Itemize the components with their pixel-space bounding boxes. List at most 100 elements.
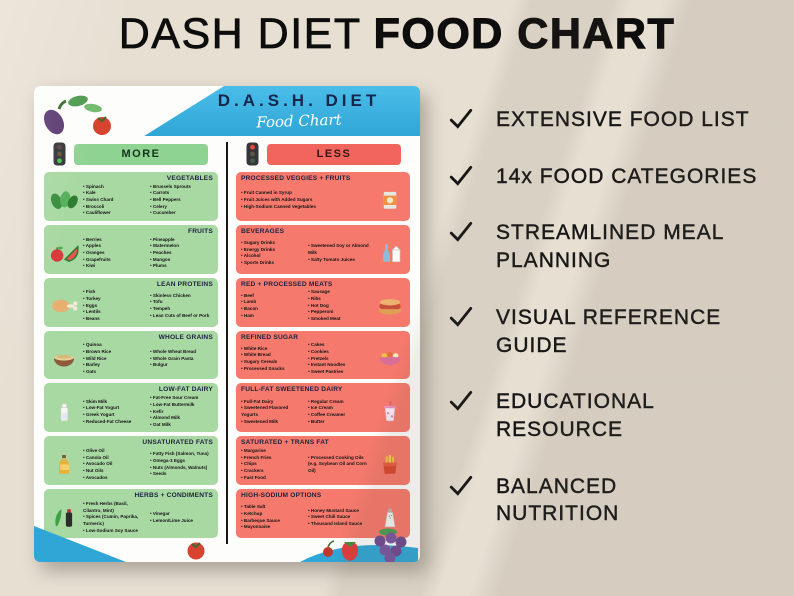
food-item: Wild Rice xyxy=(83,356,146,363)
category-title: LOW-FAT DAIRY xyxy=(158,386,213,394)
food-item: Eggs xyxy=(83,303,146,310)
food-item: Brown Rice xyxy=(83,349,146,356)
food-item: Avocado Oil xyxy=(83,461,146,468)
food-item: Ice Cream xyxy=(308,405,371,412)
food-list: Table SaltKetchupBarbeque SauceMayonnais… xyxy=(241,504,304,531)
food-item: Brussels Sprouts xyxy=(150,184,213,191)
food-item: Mayonnaise xyxy=(241,524,304,531)
category-title: HERBS + CONDIMENTS xyxy=(134,492,213,500)
category-card-vegetables: VEGETABLES SpinachKaleSwiss ChardBroccoli… xyxy=(44,172,218,221)
food-item: Berries xyxy=(83,237,146,244)
category-title: RED + PROCESSED MEATS xyxy=(241,280,333,288)
feature-label: STREAMLINED MEAL PLANNING xyxy=(496,221,725,273)
food-item: Whole Grain Pasta xyxy=(150,356,213,363)
food-item: Ribs xyxy=(308,296,371,303)
food-item: Processed Snacks xyxy=(241,366,304,373)
food-item: Plums xyxy=(150,263,213,270)
category-body: Full-Fat DairySweetened Flavored Yogurts… xyxy=(241,393,405,430)
food-item: Tofu xyxy=(150,299,213,306)
food-item: Skim Milk xyxy=(83,399,146,406)
food-list: Sweetened Soy or Almond MilkSalty Tomato… xyxy=(308,243,371,263)
less-header-group: LESS xyxy=(227,141,420,167)
food-item: Whole Wheat Bread xyxy=(150,349,213,356)
grains-icon xyxy=(49,347,79,371)
category-card-saturated-trans-fat: SATURATED + TRANS FATMargarineFrench Fri… xyxy=(236,436,410,486)
food-item: Energy Drinks xyxy=(241,247,304,254)
category-body: Olive OilCanola OilAvocado OilNut OilsAv… xyxy=(49,446,213,483)
food-item: Kefir xyxy=(150,409,213,416)
category-title: UNSATURATED FATS xyxy=(142,439,213,447)
fries-icon xyxy=(375,453,405,477)
fruits-icon xyxy=(49,241,79,265)
feature-label: EXTENSIVE FOOD LIST xyxy=(496,108,750,131)
food-item: Sugary Drinks xyxy=(241,240,304,247)
food-item: Regular Cream xyxy=(308,399,371,406)
food-item: Oat Milk xyxy=(150,422,213,429)
food-list: Fresh Herbs (Basil, Cilantro, Mint)Spice… xyxy=(83,501,146,534)
food-item: Low-Fat Buttermilk xyxy=(150,402,213,409)
category-body: SpinachKaleSwiss ChardBroccoliCauliflowe… xyxy=(49,182,213,219)
poultry-icon xyxy=(49,294,79,318)
food-item: Bulgur xyxy=(150,362,213,369)
food-item: Lemon/Lime Juice xyxy=(150,518,213,525)
category-title: HIGH-SODIUM OPTIONS xyxy=(241,492,322,500)
food-item: Tempeh xyxy=(150,306,213,313)
feature-item-educational: EDUCATIONAL RESOURCE xyxy=(448,388,783,443)
food-list: Fatty Fish (Salmon, Tuna)Omega-3 EggsNut… xyxy=(150,451,213,478)
food-item: Cauliflower xyxy=(83,210,146,217)
tomato-decoration-icon xyxy=(187,542,205,560)
category-body: Fresh Herbs (Basil, Cilantro, Mint)Spice… xyxy=(49,499,213,536)
food-list: Full-Fat DairySweetened Flavored Yogurts… xyxy=(241,399,304,426)
category-body: BerriesApplesOrangesGrapefruitsKiwiPinea… xyxy=(49,235,213,272)
milk-icon xyxy=(49,400,79,424)
food-list: FishTurkeyEggsLentilsBeans xyxy=(83,289,146,322)
food-item: Kiwi xyxy=(83,263,146,270)
food-item: Spinach xyxy=(83,184,146,191)
category-title: LEAN PROTEINS xyxy=(156,280,213,288)
dash-diet-poster: D.A.S.H. DIET Food Chart MORE xyxy=(34,86,420,562)
column-divider xyxy=(226,142,228,544)
category-card-unsaturated-fats: UNSATURATED FATSOlive OilCanola OilAvoca… xyxy=(44,436,218,486)
food-list: Fruit Canned in SyrupFruit Juices with A… xyxy=(241,190,371,210)
sweet-dairy-icon xyxy=(375,400,405,424)
food-item: Avocados xyxy=(83,475,146,482)
feature-item-visual-reference: VISUAL REFERENCE GUIDE xyxy=(448,304,783,359)
category-body: QuinoaBrown RiceWild RiceBarleyOatsWhole… xyxy=(49,341,213,378)
feature-item-balanced: BALANCED NUTRITION xyxy=(448,473,783,528)
food-list: Sugary DrinksEnergy DrinksAlcoholSports … xyxy=(241,240,304,267)
category-title: PROCESSED VEGGIES + FRUITS xyxy=(241,175,351,182)
more-header-group: MORE xyxy=(34,141,227,167)
food-item: Processed Cooking Oils (e.g. Soybean Oil… xyxy=(308,455,371,475)
food-item: Sweet Chili Sauce xyxy=(308,514,371,521)
food-list: Whole Wheat BreadWhole Grain PastaBulgur xyxy=(150,349,213,369)
food-item: Carrots xyxy=(150,190,213,197)
food-list: Skim MilkLow-Fat YogurtGreek YogurtReduc… xyxy=(83,399,146,426)
food-item: Fresh Herbs (Basil, Cilantro, Mint) xyxy=(83,501,146,514)
feature-label: EDUCATIONAL RESOURCE xyxy=(496,390,655,442)
food-item: Pineapple xyxy=(150,237,213,244)
food-item: High-Sodium Canned Vegetables xyxy=(241,204,371,211)
food-item: Sweetened Soy or Almond Milk xyxy=(308,243,371,256)
feature-label: VISUAL REFERENCE GUIDE xyxy=(496,305,722,357)
category-body: Sugary DrinksEnergy DrinksAlcoholSports … xyxy=(241,235,405,272)
checkmark-icon xyxy=(448,106,474,132)
traffic-light-stop-icon xyxy=(246,142,259,166)
category-body: MargarineFrench FriesChipsCrackersFast F… xyxy=(241,446,405,483)
feature-label: 14x FOOD CATEGORIES xyxy=(496,164,758,188)
food-item: Seeds xyxy=(150,471,213,478)
salt-shaker-icon xyxy=(375,506,405,530)
food-item: Quinoa xyxy=(83,342,146,349)
food-item: Pepperoni xyxy=(308,309,371,316)
food-item: Spices (Cumin, Paprika, Turmeric) xyxy=(83,514,146,527)
category-card-refined-sugar: REFINED SUGAR White RiceWhite BreadSugary… xyxy=(236,330,410,380)
food-item: Table Salt xyxy=(241,504,304,511)
category-card-whole-grains: WHOLE GRAINSQuinoaBrown RiceWild RiceBar… xyxy=(44,330,218,380)
food-item: Sugary Cereals xyxy=(241,359,304,366)
food-item: Celery xyxy=(150,204,213,211)
food-item: Fish xyxy=(83,289,146,296)
category-title: REFINED SUGAR xyxy=(241,333,299,341)
traffic-light-go-icon xyxy=(53,142,66,166)
feature-item-extensive-food-list: EXTENSIVE FOOD LIST xyxy=(448,106,783,134)
food-item: Coffee Creamer xyxy=(308,412,371,419)
food-item: Lean Cuts of Beef or Pork xyxy=(150,313,213,320)
